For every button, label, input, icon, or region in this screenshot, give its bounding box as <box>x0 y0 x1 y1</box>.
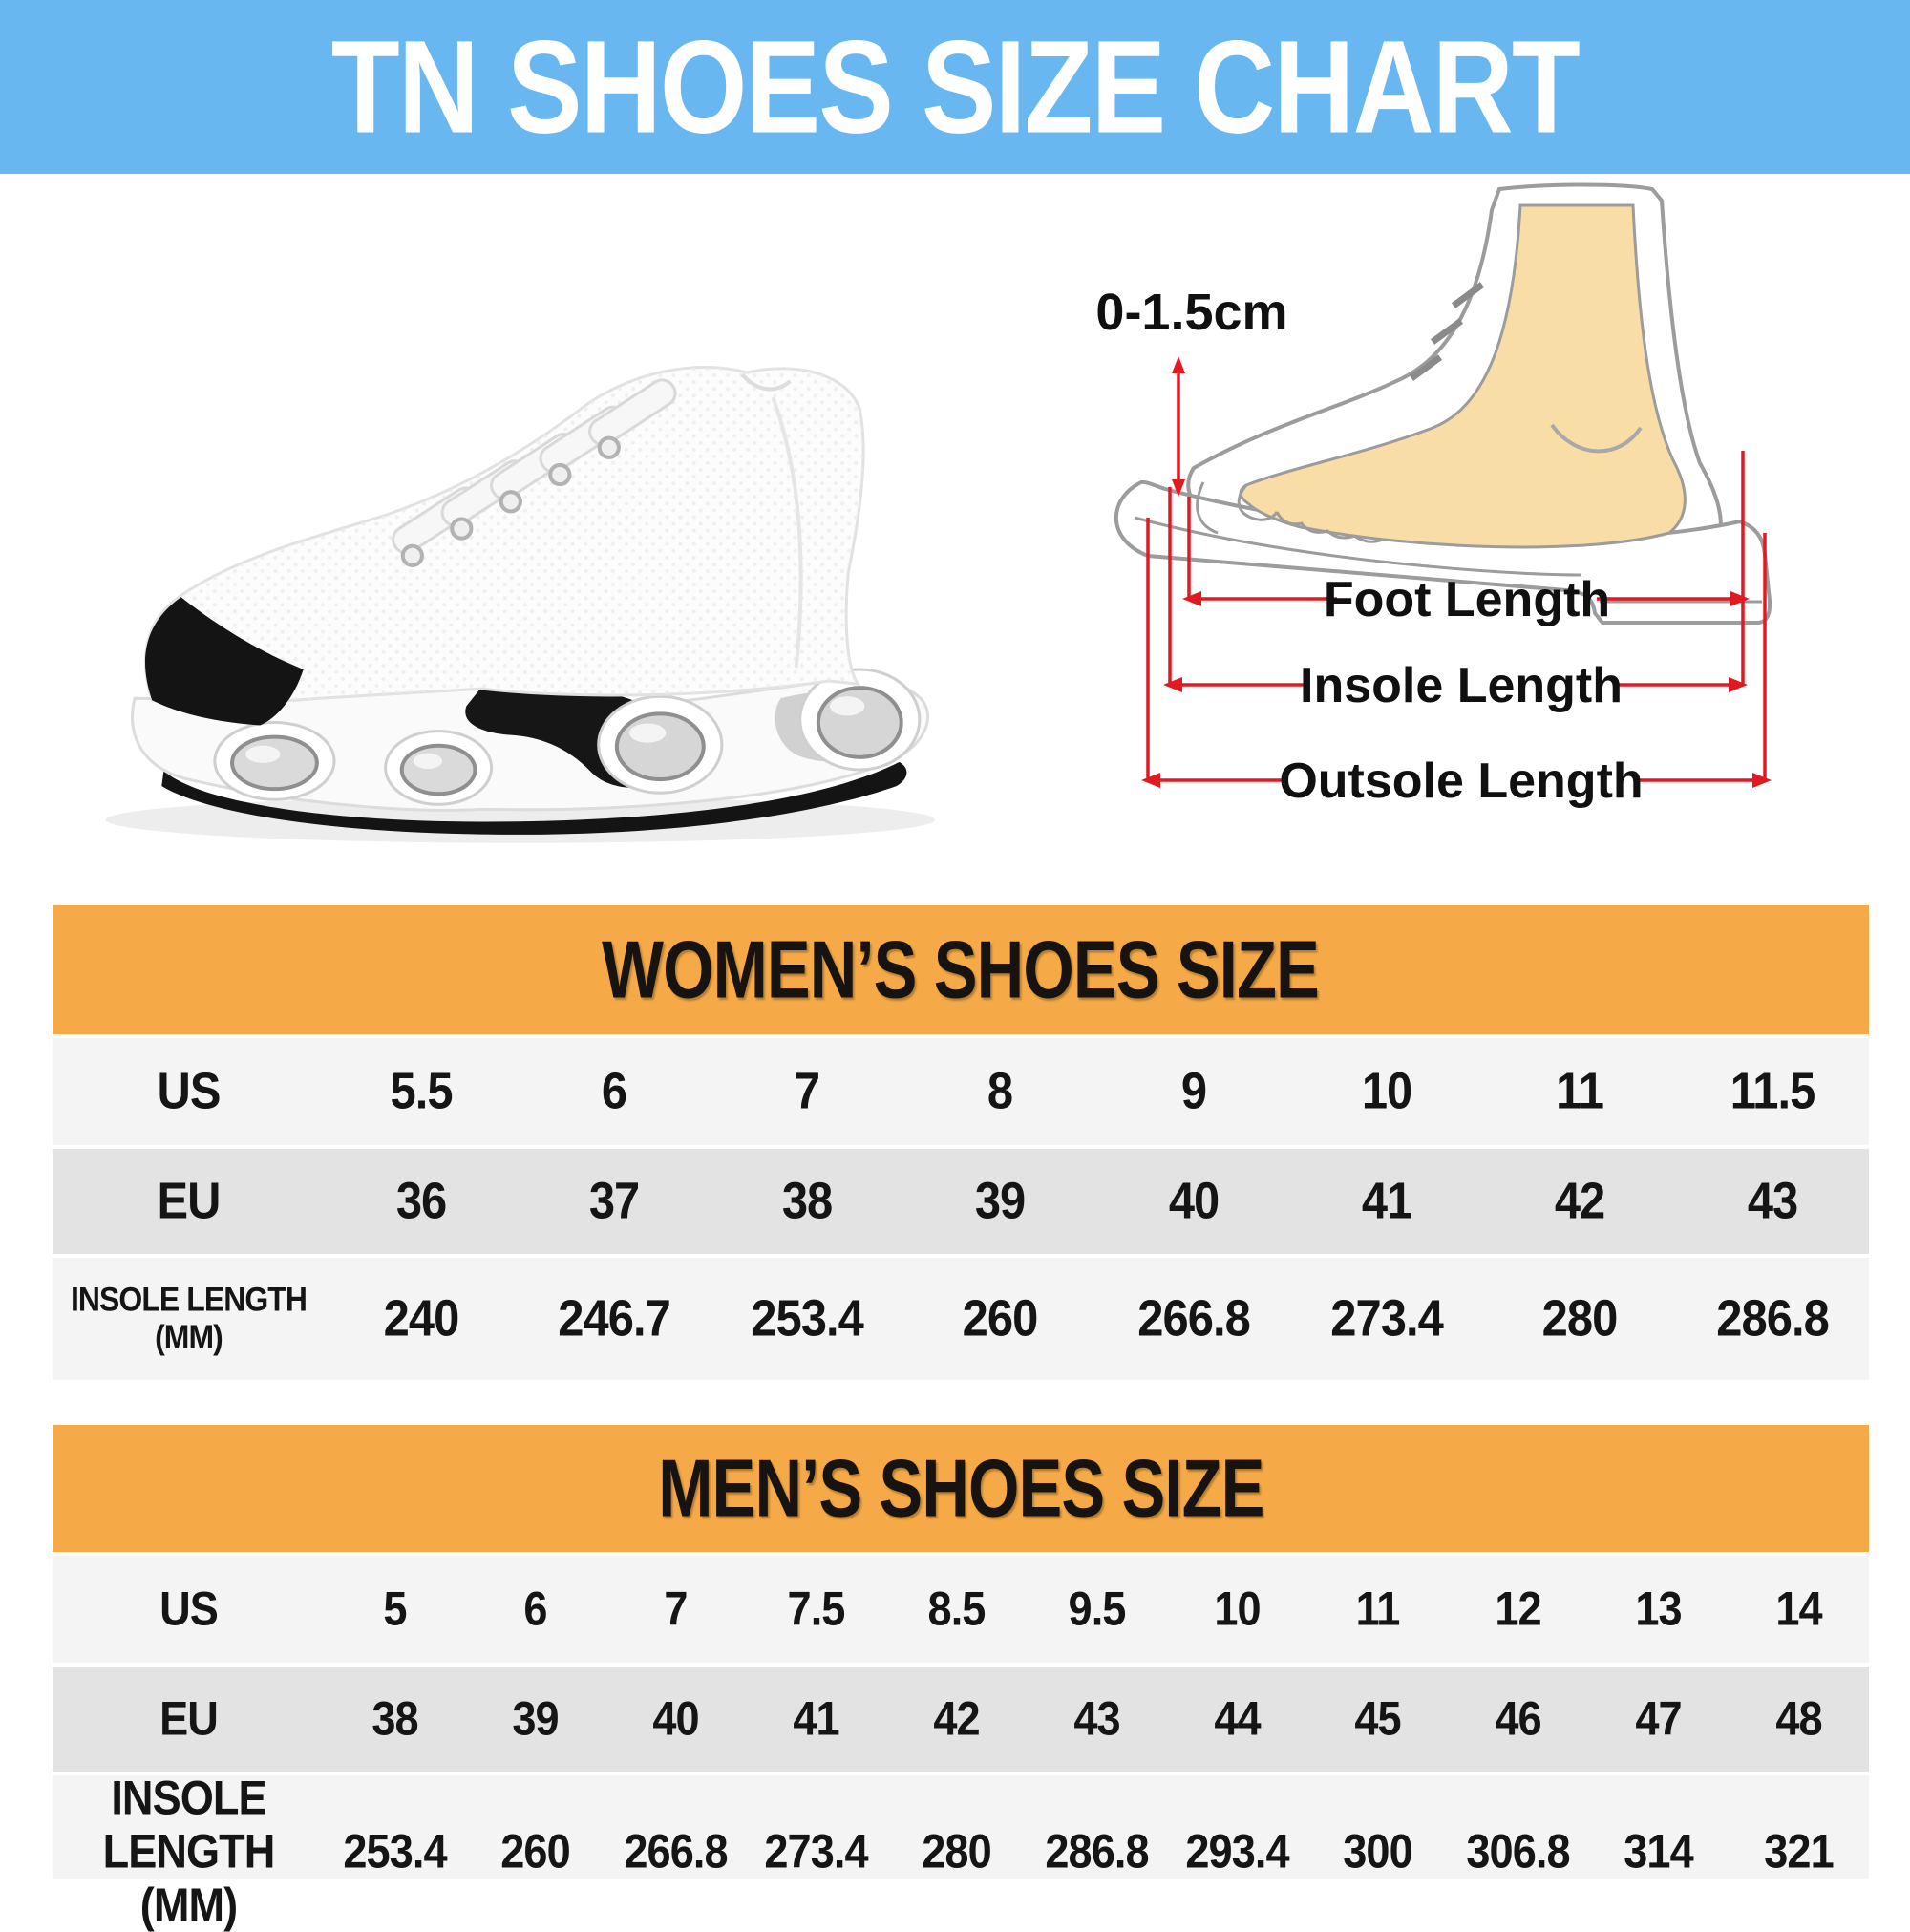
table-row: INSOLE LENGTH (MM) 240 246.7 253.4 260 266.8 2… <box>53 1254 1869 1380</box>
size-cell: 240 <box>383 1289 460 1348</box>
size-cell: 39 <box>512 1692 559 1746</box>
toe-box-inner-line <box>1196 481 1219 535</box>
size-cell: 260 <box>963 1289 1039 1348</box>
size-cell: 48 <box>1775 1692 1822 1746</box>
size-cell: 280 <box>1541 1289 1618 1348</box>
table-row: INSOLE LENGTH (MM) 253.4 260 266.8 273.4 280 2… <box>53 1772 1869 1932</box>
toe-gap-label: 0-1.5cm <box>1095 284 1287 341</box>
size-cell: 38 <box>782 1172 833 1231</box>
size-cell: 46 <box>1495 1692 1541 1746</box>
size-cell: 8 <box>987 1062 1013 1121</box>
insole-length-label: Insole Length <box>1300 658 1623 713</box>
size-cell: 42 <box>1554 1172 1605 1231</box>
mens-size-table: MEN’S SHOES SIZE US 5 6 7 7.5 8.5 9.5 10 11 12 13 1… <box>53 1425 1869 1932</box>
size-cell: 286.8 <box>1045 1826 1149 1879</box>
foot-length-label: Foot Length <box>1324 572 1610 627</box>
size-cell: 13 <box>1635 1582 1682 1636</box>
size-cell: 7.5 <box>787 1582 846 1636</box>
sneaker-illustration <box>105 366 936 843</box>
size-cell: 10 <box>1361 1062 1411 1121</box>
size-cell: 12 <box>1495 1582 1541 1636</box>
size-cell: 300 <box>1343 1826 1412 1879</box>
size-cell: 266.8 <box>624 1826 728 1879</box>
size-cell: 11 <box>1555 1062 1604 1121</box>
size-cell: 37 <box>588 1172 640 1231</box>
table-row: EU 38 39 40 41 42 43 44 45 46 47 48 <box>53 1663 1869 1772</box>
eyelets <box>400 435 621 567</box>
size-cell: 253.4 <box>751 1289 864 1348</box>
title-banner: TN SHOES SIZE CHART <box>0 0 1910 174</box>
mens-table-header: MEN’S SHOES SIZE <box>53 1425 1869 1552</box>
size-cell: 253.4 <box>343 1826 447 1879</box>
size-cell: 42 <box>933 1692 980 1746</box>
size-cell: 44 <box>1214 1692 1261 1746</box>
size-cell: 273.4 <box>1329 1289 1444 1348</box>
row-label: EU <box>157 1172 221 1231</box>
foot-measurement-diagram: 0-1.5cm Foot Length Insole Length Outsol… <box>1095 182 1772 809</box>
row-label: US <box>157 1062 221 1121</box>
measurement-lines <box>1141 356 1772 788</box>
table-row: EU 36 37 38 39 40 41 42 43 <box>53 1145 1869 1254</box>
womens-size-table: WOMEN’S SHOES SIZE US 5.5 6 7 8 9 10 11 11.5 EU 36… <box>53 905 1869 1380</box>
size-cell: 8.5 <box>927 1582 987 1636</box>
size-cell: 7 <box>664 1582 688 1636</box>
size-cell: 41 <box>1361 1172 1411 1231</box>
size-cell: 314 <box>1624 1826 1693 1879</box>
mens-table-title: MEN’S SHOES SIZE <box>657 1441 1264 1535</box>
ankle-curve <box>1550 423 1643 454</box>
toe-cap <box>144 597 304 726</box>
size-cell: 47 <box>1635 1692 1682 1746</box>
size-cell: 266.8 <box>1136 1289 1251 1348</box>
row-label: INSOLE LENGTH (MM) <box>102 1772 276 1932</box>
table-row: US 5 6 7 7.5 8.5 9.5 10 11 12 13 14 <box>53 1552 1869 1663</box>
size-cell: 286.8 <box>1716 1289 1830 1348</box>
air-bubbles <box>213 668 922 806</box>
size-cell: 38 <box>371 1692 418 1746</box>
instep-dashes <box>1409 282 1485 381</box>
page-title: TN SHOES SIZE CHART <box>330 12 1581 161</box>
laces <box>392 378 677 555</box>
size-cell: 45 <box>1354 1692 1401 1746</box>
row-label: INSOLE LENGTH (MM) <box>70 1281 308 1357</box>
size-cell: 6 <box>523 1582 547 1636</box>
outsole <box>161 761 907 835</box>
size-cell: 11 <box>1355 1582 1401 1636</box>
toes <box>1237 484 1384 543</box>
row-label: US <box>159 1582 219 1636</box>
table-row: US 5.5 6 7 8 9 10 11 11.5 <box>53 1034 1869 1145</box>
size-cell: 306.8 <box>1466 1826 1570 1879</box>
size-cell: 260 <box>500 1826 570 1879</box>
womens-table-header: WOMEN’S SHOES SIZE <box>53 905 1869 1034</box>
size-cell: 36 <box>395 1172 447 1231</box>
size-cell: 39 <box>975 1172 1026 1231</box>
size-cell: 10 <box>1214 1582 1261 1636</box>
size-cell: 14 <box>1775 1582 1822 1636</box>
size-cell: 9.5 <box>1068 1582 1127 1636</box>
size-cell: 5.5 <box>390 1062 453 1121</box>
size-cell: 246.7 <box>558 1289 671 1348</box>
size-cell: 43 <box>1073 1692 1120 1746</box>
row-label: EU <box>159 1692 219 1746</box>
outsole-length-label: Outsole Length <box>1279 754 1643 809</box>
size-cell: 40 <box>652 1692 699 1746</box>
size-cell: 6 <box>602 1062 627 1121</box>
size-cell: 293.4 <box>1185 1826 1289 1879</box>
heel-counter-line <box>771 396 803 669</box>
shoe-upper-mesh <box>145 367 864 704</box>
size-cell: 5 <box>383 1582 407 1636</box>
size-cell: 273.4 <box>764 1826 868 1879</box>
size-cell: 11.5 <box>1730 1062 1816 1121</box>
size-cell: 7 <box>795 1062 820 1121</box>
size-cell: 40 <box>1168 1172 1219 1231</box>
womens-table-title: WOMEN’S SHOES SIZE <box>602 923 1321 1016</box>
size-cell: 321 <box>1764 1826 1834 1879</box>
size-cell: 9 <box>1180 1062 1206 1121</box>
size-cell: 43 <box>1747 1172 1798 1231</box>
collar-notch <box>740 372 792 392</box>
size-cell: 41 <box>793 1692 839 1746</box>
size-cell: 280 <box>922 1826 991 1879</box>
